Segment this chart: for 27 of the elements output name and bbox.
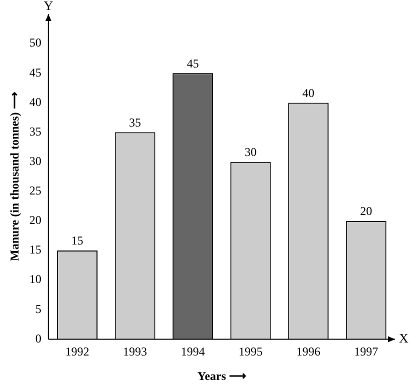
text: Y [44,0,54,13]
x-tick-label: 1997 [354,344,378,359]
y-tick-label: 45 [29,65,42,80]
x-tick-label: 1994 [180,344,205,359]
data-label: 20 [360,204,372,218]
x-tick-label: 1993 [123,344,148,359]
y-tick-label: 20 [29,213,42,228]
y-tick-label: 25 [29,184,42,198]
y-tick-label: 35 [29,124,42,138]
data-label: 15 [71,234,84,248]
y-tick-label: 50 [29,36,42,50]
y-tick-label: 30 [29,154,42,168]
data-label: 35 [129,115,142,130]
y-tick-label: 15 [29,242,42,257]
text: X [399,330,409,346]
data-label: 45 [186,56,199,70]
y-tick-label: 40 [29,94,42,109]
x-tick-label: 1992 [65,344,90,359]
y-tick-label: 10 [29,272,42,286]
data-label: 40 [302,86,314,100]
x-tick-label: 1995 [238,344,263,359]
y-tick-label: 0 [35,331,42,346]
y-axis-title: Manure (in thousand tonnes) ⟶ [7,92,22,262]
x-axis-title: Years ⟶ [197,368,246,383]
x-tick-label: 1996 [296,344,320,359]
data-label: 30 [244,144,257,159]
y-tick-label: 5 [35,302,42,316]
